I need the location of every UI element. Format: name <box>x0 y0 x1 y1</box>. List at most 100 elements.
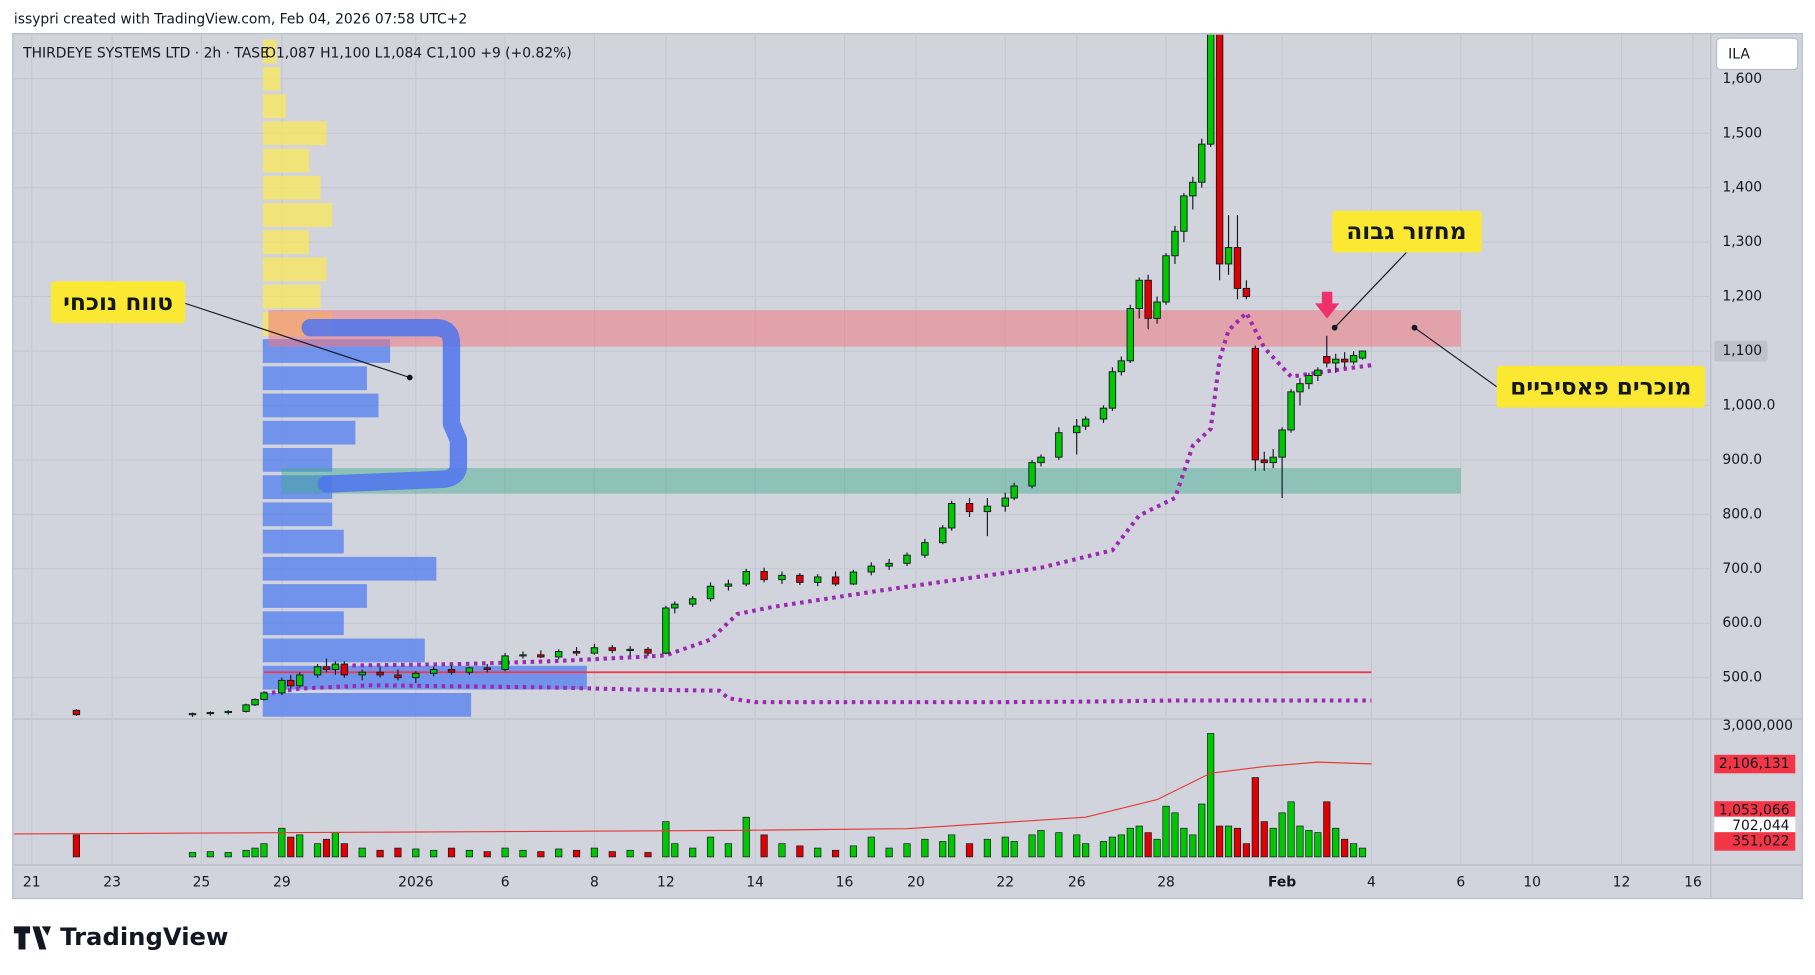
candle-body <box>1269 456 1277 464</box>
logo-text: TradingView <box>60 922 228 951</box>
y-tick-label: 600.0 <box>1722 615 1762 631</box>
attribution: issypri created with TradingView.com, Fe… <box>14 12 467 28</box>
volume-bar <box>814 847 822 858</box>
candle-body <box>429 669 438 674</box>
candle-body <box>947 502 956 529</box>
candle-body <box>903 554 911 564</box>
volume-bar <box>1207 733 1215 858</box>
x-tick-label: 12 <box>657 874 675 890</box>
volume-bar <box>1108 836 1117 858</box>
candle-body <box>885 562 893 567</box>
volume-bar <box>483 851 491 858</box>
candle-body <box>358 671 366 676</box>
profile-bar <box>262 448 333 472</box>
candle-body <box>1332 358 1340 364</box>
volume-bar <box>965 843 974 858</box>
volume-bar <box>1332 827 1340 858</box>
y-tick-label: 1,600 <box>1722 71 1762 87</box>
candle-body <box>1055 432 1063 458</box>
candle-body <box>965 502 974 513</box>
vwap-line <box>344 309 1372 668</box>
annotation-line <box>1414 327 1498 388</box>
x-tick-label: 16 <box>1684 874 1702 890</box>
volume-bar <box>278 827 286 858</box>
volume-bar <box>430 849 438 858</box>
volume-bar <box>1117 834 1125 858</box>
candle-body <box>260 692 268 700</box>
x-tick-label: 8 <box>590 874 599 890</box>
x-tick-label: 12 <box>1613 874 1631 890</box>
volume-bar <box>1028 834 1036 858</box>
y-tick-label: 1,000.0 <box>1722 397 1775 413</box>
y-tick-label: 1,400 <box>1722 180 1762 196</box>
axes: 500.0 600.0 700.0 800.0 900.0 1,000.0 1,100 1,2… <box>23 71 1796 890</box>
y-tick-label: 500.0 <box>1722 670 1762 686</box>
volume-bar <box>1171 812 1179 858</box>
profile-bar <box>262 502 333 527</box>
x-tick-label: 29 <box>273 874 291 890</box>
profile-bar <box>262 475 333 499</box>
x-tick-label: 21 <box>23 874 41 890</box>
candle-body <box>206 712 215 715</box>
x-tick-label: 20 <box>907 874 925 890</box>
candle-body <box>412 672 420 679</box>
volume-bar <box>1082 843 1090 858</box>
volume-bar <box>358 847 366 858</box>
y-tick-label: 1,300 <box>1722 234 1762 250</box>
candle-body <box>483 667 491 670</box>
candle-body <box>537 654 545 658</box>
candle-body <box>662 607 670 654</box>
volume-bar <box>1224 825 1233 858</box>
volume-bar <box>1126 827 1134 858</box>
vwap-line <box>263 683 1372 705</box>
volume-bar <box>1055 832 1063 858</box>
candle-body <box>554 651 563 658</box>
volume-value-box <box>1714 832 1796 851</box>
candle-body <box>1260 459 1268 464</box>
volume-bar <box>1233 827 1242 858</box>
x-tick-label: 22 <box>996 874 1014 890</box>
candle-body <box>1233 247 1242 289</box>
profile-bar <box>262 529 344 554</box>
volume-value-label: 702,044 <box>1732 818 1790 834</box>
volume-bar <box>206 851 214 858</box>
volume-bar <box>644 852 652 858</box>
candle-body <box>251 698 259 706</box>
candle-body <box>1162 255 1170 303</box>
volume-bar <box>662 821 670 858</box>
volume-bar <box>671 843 679 858</box>
profile-bar <box>262 366 367 391</box>
candle-body <box>72 709 81 716</box>
candle-body <box>1099 407 1108 420</box>
volume-bar <box>1189 834 1197 858</box>
candle-body <box>644 648 652 654</box>
candle-body <box>813 576 822 583</box>
volume-value-label: 351,022 <box>1732 833 1789 849</box>
candle-body <box>376 671 384 676</box>
volume-bar <box>188 852 197 858</box>
volume-bar <box>1180 827 1188 858</box>
candle-body <box>295 674 304 687</box>
volume-bar <box>260 843 268 858</box>
symbol-title: THIRDEYE SYSTEMS LTD · 2h · TASE <box>22 45 269 61</box>
candle-body <box>519 654 527 657</box>
candle-body <box>224 710 232 714</box>
x-tick-label: 10 <box>1523 874 1541 890</box>
volume-bar <box>1162 805 1170 858</box>
volume-bar <box>296 834 304 858</box>
volume-bar <box>287 836 295 858</box>
annotation-text: מוכרים פאסיביים <box>1510 374 1691 400</box>
y-tick-label: 1,500 <box>1722 125 1762 141</box>
volume-value-label: 2,106,131 <box>1719 756 1790 772</box>
candle-body <box>1251 347 1260 461</box>
x-tick-label: 6 <box>501 874 510 890</box>
x-tick-label: 2026 <box>398 874 433 890</box>
volume-value-box <box>1714 801 1796 820</box>
last-price-box <box>1714 340 1768 362</box>
candle-body <box>1144 279 1152 319</box>
candle-body <box>760 571 768 581</box>
volume-value-box <box>1714 816 1796 836</box>
volume-ma-line <box>13 761 1372 835</box>
volume-bar <box>1269 827 1277 858</box>
